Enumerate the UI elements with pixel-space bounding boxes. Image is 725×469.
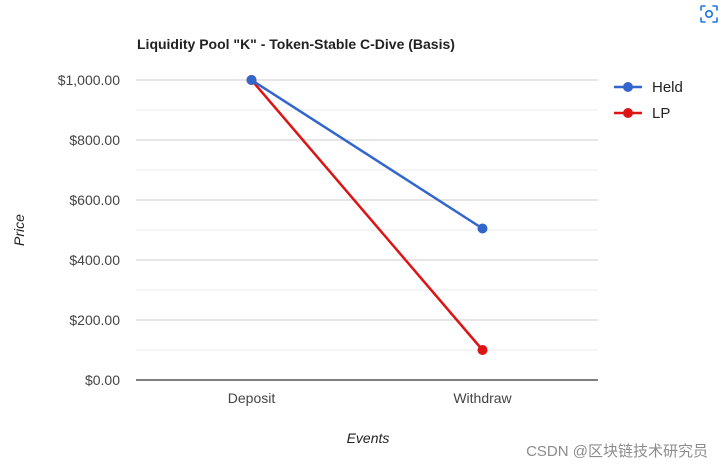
y-tick-label: $800.00	[69, 132, 120, 148]
gridlines	[136, 79, 598, 351]
legend-marker-held	[623, 82, 633, 92]
series-line-held	[250, 78, 484, 230]
series-group	[246, 75, 488, 355]
chart-title: Liquidity Pool "K" - Token-Stable C-Dive…	[137, 36, 455, 52]
x-axis-title: Events	[347, 430, 390, 446]
legend-label-held: Held	[652, 79, 683, 96]
legend: Held LP	[614, 79, 683, 122]
legend-label-lp: LP	[652, 105, 670, 122]
y-tick-label: $1,000.00	[58, 72, 120, 88]
y-tick-label: $200.00	[69, 312, 120, 328]
x-axis-ticks: Deposit Withdraw	[228, 390, 513, 406]
series-line-lp	[250, 79, 484, 351]
y-axis-ticks: $0.00 $200.00 $400.00 $600.00 $800.00 $1,000.…	[58, 72, 121, 388]
y-tick-label: $0.00	[85, 372, 120, 388]
y-axis-title: Price	[11, 214, 27, 246]
data-point-lp	[477, 345, 488, 355]
x-tick-label: Deposit	[228, 390, 276, 406]
scan-icon[interactable]	[699, 4, 719, 24]
legend-marker-lp	[623, 108, 633, 118]
y-tick-label: $600.00	[69, 192, 120, 208]
watermark: CSDN @区块链技术研究员	[526, 443, 708, 460]
x-tick-label: Withdraw	[453, 390, 512, 406]
data-point-held	[477, 223, 488, 234]
y-tick-label: $400.00	[69, 252, 120, 268]
data-point-held	[246, 75, 257, 85]
